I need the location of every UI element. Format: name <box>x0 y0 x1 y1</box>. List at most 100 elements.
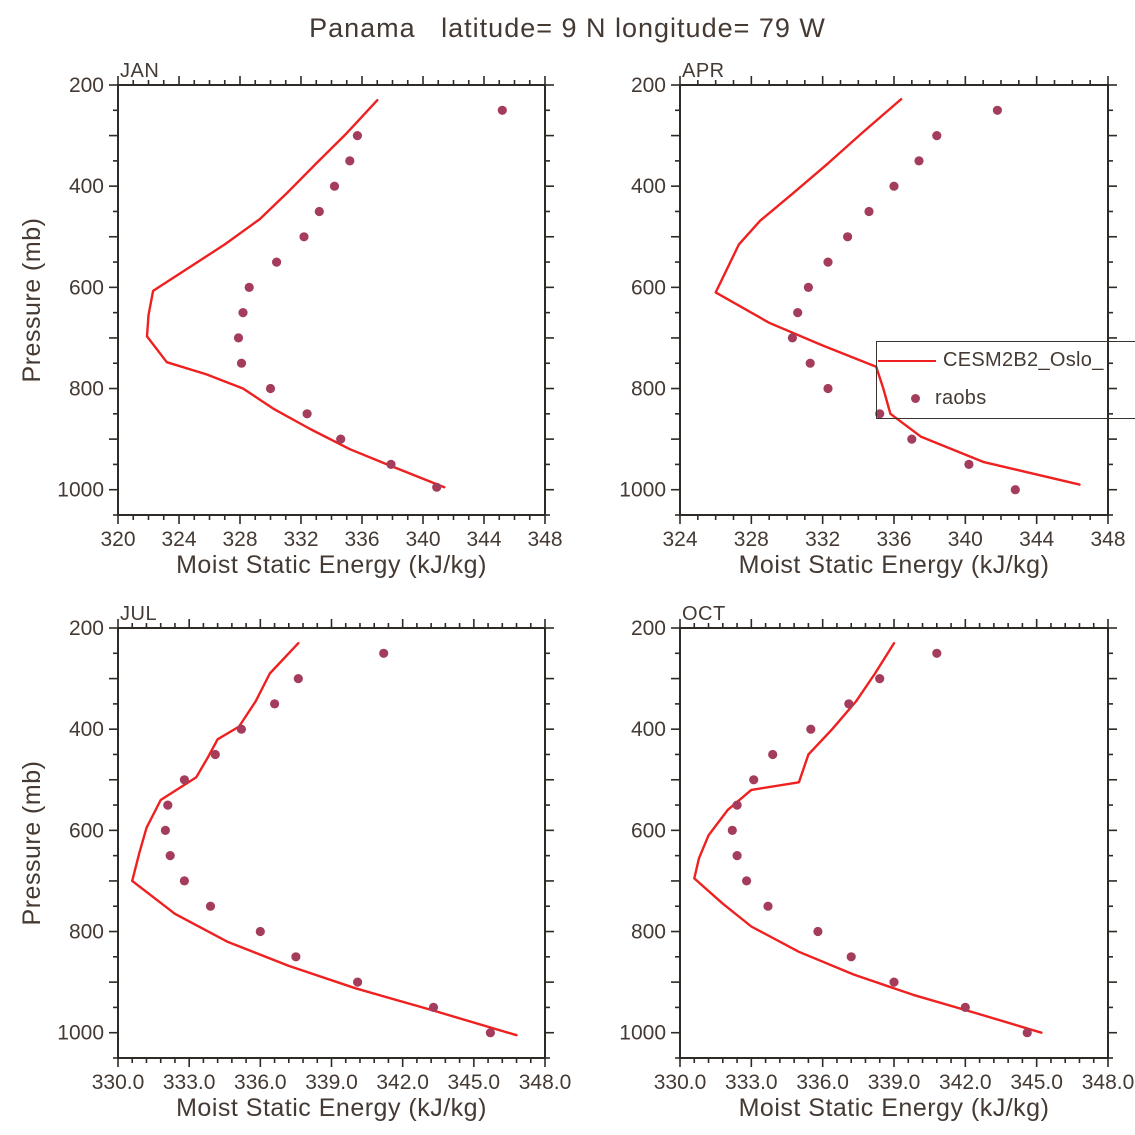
x-axis-title: Moist Static Energy (kJ/kg) <box>739 551 1050 579</box>
raobs-dot <box>428 1002 439 1013</box>
raobs-dot <box>823 257 833 267</box>
y-tick-label: 1000 <box>619 479 666 502</box>
raobs-dot <box>210 749 220 760</box>
legend-entry-model: CESM2B2_Oslo_ <box>877 342 1135 380</box>
raobs-dot <box>1022 1028 1032 1038</box>
raobs-dot <box>265 383 276 394</box>
raobs-dot <box>787 333 798 343</box>
y-tick-label: 600 <box>69 276 104 299</box>
raobs-dot <box>914 156 924 166</box>
x-tick-label: 336 <box>876 528 911 551</box>
raobs-dot <box>179 775 189 785</box>
raobs-dot <box>823 383 833 394</box>
raobs-dot <box>165 851 175 861</box>
raobs-dot <box>179 876 189 886</box>
x-tick-label: 332 <box>805 528 840 551</box>
raobs-dot <box>1010 485 1020 495</box>
legend-model-label: CESM2B2_Oslo_ <box>943 349 1104 372</box>
y-tick-label: 600 <box>69 819 104 842</box>
raobs-dot <box>314 206 324 217</box>
raobs-dot <box>889 181 899 191</box>
raobs-dot <box>803 282 814 292</box>
x-tick-label: 339.0 <box>305 1071 358 1094</box>
panel-apr: 324 328 332 336 340 344 348 200 400 600 800 1000 APR… <box>619 60 1125 579</box>
raobs-dot <box>272 257 282 267</box>
plot-frame <box>679 627 1109 1059</box>
x-tick-label: 320 <box>100 528 135 551</box>
panel-month-label: OCT <box>682 603 726 625</box>
raobs-dot <box>732 851 742 861</box>
y-tick-label: 200 <box>631 617 666 640</box>
y-tick-label: 200 <box>69 617 104 640</box>
model-line <box>693 642 1043 1034</box>
raobs-dot <box>485 1028 495 1038</box>
y-tick-label: 400 <box>631 718 666 741</box>
panel-month-label: JUL <box>120 603 157 625</box>
raobs-dot <box>353 977 363 987</box>
y-tick-label: 800 <box>631 378 666 401</box>
raobs-dot-swatch <box>911 393 920 403</box>
y-tick-label: 400 <box>631 175 666 198</box>
raobs-dot <box>768 749 778 760</box>
legend-raobs-label: raobs <box>935 386 987 409</box>
y-tick-label: 1000 <box>57 1022 104 1045</box>
y-tick-label: 800 <box>69 921 104 944</box>
x-axis-title: Moist Static Energy (kJ/kg) <box>176 551 487 579</box>
panel-jan: 320 324 328 332 336 340 344 348 200 400 600 800 1000… <box>18 60 563 579</box>
raobs-dot <box>889 977 899 987</box>
figure-title: Panama latitude= 9 N longitude= 79 W <box>309 13 826 43</box>
raobs-dot <box>864 206 874 217</box>
panel-jul: 330.0 333.0 336.0 339.0 342.0 345.0 348.0 200 40… <box>18 603 571 1122</box>
y-tick-label: 200 <box>69 74 104 97</box>
raobs-dot <box>291 952 301 962</box>
raobs-dot <box>749 775 759 785</box>
x-tick-label: 336.0 <box>234 1071 287 1094</box>
raobs-dot <box>352 131 362 141</box>
raobs-dot <box>763 901 773 911</box>
x-tick-label: 339.0 <box>868 1071 921 1094</box>
model-line <box>130 642 518 1037</box>
raobs-dot <box>964 459 974 469</box>
x-tick-label: 324 <box>662 528 697 551</box>
x-axis-title: Moist Static Energy (kJ/kg) <box>739 1094 1050 1122</box>
y-axis-title: Pressure (mb) <box>18 218 46 383</box>
plot-frame <box>679 84 1109 516</box>
y-tick-label: 1000 <box>619 1022 666 1045</box>
y-tick-label: 1000 <box>57 479 104 502</box>
raobs-dot <box>163 800 173 810</box>
x-tick-label: 344 <box>1019 528 1054 551</box>
x-axis-title: Moist Static Energy (kJ/kg) <box>176 1094 487 1122</box>
raobs-dot <box>844 699 854 709</box>
raobs-dot <box>992 105 1003 115</box>
y-tick-label: 800 <box>631 921 666 944</box>
raobs-dot <box>875 409 885 419</box>
raobs-dot <box>236 724 246 734</box>
x-tick-label: 348 <box>527 528 562 551</box>
raobs-dot <box>846 952 856 962</box>
raobs-dot <box>238 308 248 318</box>
x-tick-label: 342.0 <box>939 1071 992 1094</box>
x-tick-label: 340 <box>405 528 440 551</box>
legend-entry-raobs: raobs <box>877 380 1135 418</box>
raobs-dot <box>805 358 815 368</box>
raobs-dot <box>497 105 507 115</box>
raobs-dot <box>806 724 816 734</box>
raobs-dot <box>732 800 742 810</box>
raobs-dot <box>205 901 216 911</box>
legend: CESM2B2_Oslo_ raobs <box>876 341 1135 419</box>
y-tick-label: 600 <box>631 819 666 842</box>
x-tick-label: 328 <box>222 528 257 551</box>
model-line-swatch <box>878 359 936 362</box>
raobs-dot <box>960 1002 970 1013</box>
raobs-dot <box>160 825 170 836</box>
raobs-dot <box>843 232 853 242</box>
raobs-dot <box>727 825 737 836</box>
x-tick-label: 324 <box>161 528 196 551</box>
x-tick-label: 336 <box>344 528 379 551</box>
model-line <box>145 98 446 489</box>
raobs-dot <box>336 434 346 444</box>
raobs-dot <box>270 699 280 709</box>
x-tick-label: 336.0 <box>796 1071 849 1094</box>
x-tick-label: 340 <box>948 528 983 551</box>
x-tick-label: 330.0 <box>654 1071 707 1094</box>
